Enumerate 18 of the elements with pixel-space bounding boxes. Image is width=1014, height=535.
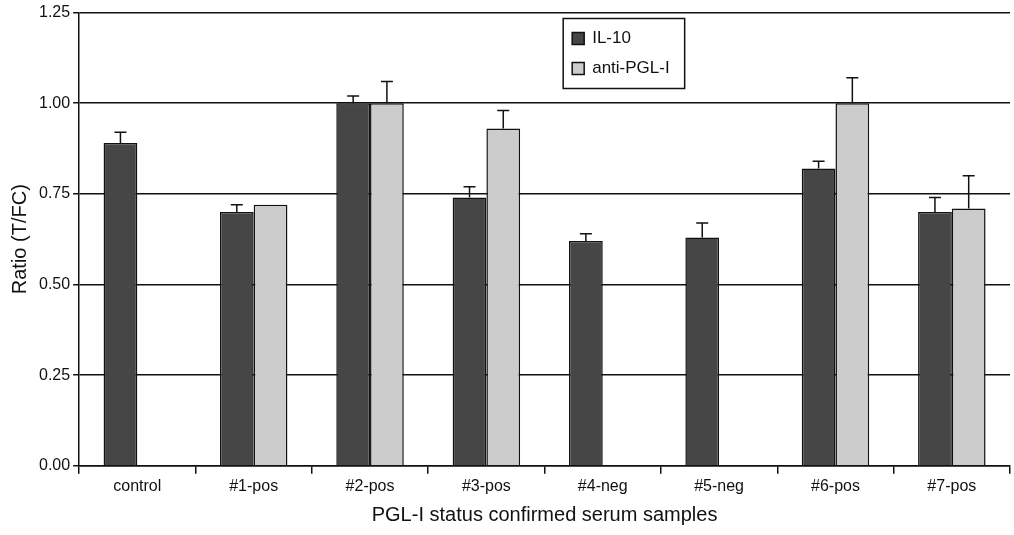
y-axis-title: Ratio (T/FC): [7, 184, 30, 295]
x-tick-label: #7-pos: [927, 476, 977, 494]
y-tick-label: 1.00: [39, 93, 71, 111]
x-tick-label: #3-pos: [461, 476, 511, 494]
y-tick-label: 1.25: [39, 3, 71, 21]
x-tick-label: #1-pos: [229, 476, 279, 494]
x-axis-title: PGL-I status confirmed serum samples: [371, 502, 718, 525]
y-tick-label: 0.25: [39, 365, 71, 383]
x-tick-label: control: [113, 476, 162, 494]
y-tick-label: 0.75: [39, 184, 71, 202]
x-tick-label: #2-pos: [345, 476, 395, 494]
y-tick-label: 0.50: [39, 274, 71, 292]
x-tick-label: #6-pos: [811, 476, 860, 494]
legend-label: IL-10: [592, 28, 631, 48]
x-tick-label: #5-neg: [694, 476, 745, 494]
legend-label: anti-PGL-I: [592, 58, 670, 78]
x-tick-label: #4-neg: [577, 476, 628, 494]
y-tick-label: 0.00: [39, 456, 71, 474]
